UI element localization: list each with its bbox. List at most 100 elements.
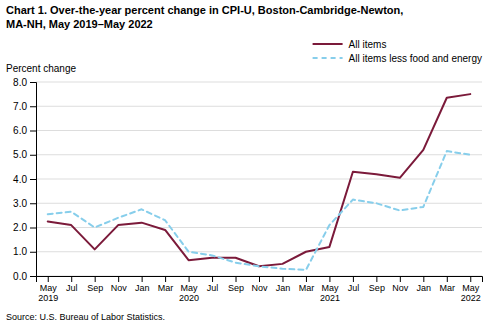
x-tick: Jan bbox=[135, 276, 150, 293]
x-tick-label: Mar bbox=[440, 283, 456, 293]
x-tick-label-line: Jul bbox=[66, 283, 78, 293]
x-tick-label: May2022 bbox=[461, 283, 481, 303]
y-tick-mark bbox=[30, 203, 36, 204]
x-tick-label: Jul bbox=[207, 283, 219, 293]
lines bbox=[48, 94, 471, 270]
x-tick-label-line: 2020 bbox=[179, 293, 199, 303]
x-tick-label: Jul bbox=[348, 283, 360, 293]
x-tick-label: Sep bbox=[228, 283, 244, 293]
y-tick-label: 7.0 bbox=[13, 101, 27, 112]
y-axis-line bbox=[30, 83, 37, 277]
x-tick-mark bbox=[142, 276, 143, 282]
x-axis: May2019JulSepNovJanMarMay2020JulSepNovJa… bbox=[37, 276, 483, 303]
x-tick-label-line: May bbox=[181, 283, 199, 293]
x-tick: Jul bbox=[207, 276, 219, 293]
y-tick-label: 2.0 bbox=[13, 222, 27, 233]
legend-swatch bbox=[313, 43, 343, 45]
legend-swatch bbox=[313, 57, 343, 59]
chart: Chart 1. Over-the-year percent change in… bbox=[0, 0, 496, 326]
x-tick-label-line: May bbox=[40, 283, 58, 293]
grid-line bbox=[36, 227, 482, 228]
x-tick: May2020 bbox=[179, 276, 199, 303]
x-tick-label-line: Jan bbox=[276, 283, 291, 293]
x-tick: Mar bbox=[158, 276, 174, 293]
x-tick-label: May2019 bbox=[38, 283, 58, 303]
grid-line bbox=[36, 179, 482, 180]
x-tick-mark bbox=[48, 276, 49, 282]
legend-label: All items less food and energy bbox=[349, 53, 482, 64]
x-tick: May2022 bbox=[461, 276, 481, 303]
x-tick: Nov bbox=[251, 276, 268, 293]
x-tick-mark bbox=[400, 276, 401, 282]
x-tick-mark bbox=[189, 276, 190, 282]
y-tick: 4.0 bbox=[13, 174, 36, 185]
x-tick-mark bbox=[353, 276, 354, 282]
x-tick: Mar bbox=[299, 276, 315, 293]
y-axis: 0.0 1.0 2.0 3.0 4.0 5.0 6.0 7.0 8.0 bbox=[13, 77, 36, 282]
x-tick-label-line: Sep bbox=[369, 283, 385, 293]
x-tick-label-line: Sep bbox=[228, 283, 244, 293]
x-tick-mark bbox=[282, 276, 283, 282]
grid bbox=[36, 82, 482, 276]
grid-line bbox=[36, 251, 482, 252]
y-tick-label: 1.0 bbox=[13, 246, 27, 257]
x-tick-label-line: 2019 bbox=[38, 293, 58, 303]
x-tick-label: May2020 bbox=[179, 283, 199, 303]
grid-line bbox=[36, 130, 482, 131]
x-tick-label-line: May bbox=[321, 283, 339, 293]
x-tick: Jan bbox=[417, 276, 432, 293]
x-tick-label-line: Sep bbox=[87, 283, 103, 293]
subtitle: MA-NH, May 2019–May 2022 bbox=[6, 18, 153, 30]
x-tick: Nov bbox=[111, 276, 128, 293]
x-tick-mark bbox=[212, 276, 213, 282]
x-tick-label-line: Jul bbox=[348, 283, 360, 293]
y-tick-label: 3.0 bbox=[13, 198, 27, 209]
x-tick: Sep bbox=[369, 276, 385, 293]
x-tick: Sep bbox=[87, 276, 103, 293]
y-tick: 5.0 bbox=[13, 149, 36, 160]
y-tick: 6.0 bbox=[13, 125, 36, 136]
y-tick: 0.0 bbox=[13, 271, 36, 282]
x-tick-label: Nov bbox=[251, 283, 268, 293]
x-tick-label: Jan bbox=[276, 283, 291, 293]
series-line bbox=[48, 151, 471, 270]
x-tick-label-line: Nov bbox=[251, 283, 268, 293]
series-line bbox=[48, 94, 471, 266]
plot: 0.01.02.03.04.05.06.07.08.0May2019JulSep… bbox=[13, 77, 482, 304]
x-tick-label-line: Jan bbox=[417, 283, 432, 293]
y-tick: 8.0 bbox=[13, 77, 36, 88]
x-axis-line bbox=[37, 277, 483, 283]
x-tick: May2021 bbox=[320, 276, 340, 303]
y-tick-mark bbox=[30, 82, 36, 83]
y-tick-label: 4.0 bbox=[13, 174, 27, 185]
x-tick: Nov bbox=[392, 276, 409, 293]
legend-item: All items bbox=[313, 39, 387, 50]
x-tick-label: Sep bbox=[87, 283, 103, 293]
x-tick-label: Nov bbox=[392, 283, 409, 293]
x-tick-mark bbox=[470, 276, 471, 282]
x-tick: Jul bbox=[66, 276, 78, 293]
x-tick-mark bbox=[118, 276, 119, 282]
x-tick-label-line: Jan bbox=[135, 283, 150, 293]
x-tick-label-line: Jul bbox=[207, 283, 219, 293]
x-tick-label-line: 2022 bbox=[461, 293, 481, 303]
x-tick-mark bbox=[71, 276, 72, 282]
x-tick-mark bbox=[236, 276, 237, 282]
x-tick-label: Jan bbox=[135, 283, 150, 293]
x-tick-label-line: Mar bbox=[158, 283, 174, 293]
grid-line bbox=[36, 154, 482, 155]
source: Source: U.S. Bureau of Labor Statistics. bbox=[6, 312, 165, 322]
x-tick: Jul bbox=[348, 276, 360, 293]
title: Chart 1. Over-the-year percent change in… bbox=[6, 4, 403, 16]
x-tick: Jan bbox=[276, 276, 291, 293]
y-tick-mark bbox=[30, 276, 36, 277]
x-tick-label: Mar bbox=[158, 283, 174, 293]
x-tick-label-line: Nov bbox=[111, 283, 128, 293]
y-tick-mark bbox=[30, 106, 36, 107]
x-tick-label-line: 2021 bbox=[320, 293, 340, 303]
y-tick-mark bbox=[30, 155, 36, 156]
legend: All items All items less food and energy bbox=[313, 39, 482, 64]
x-tick-label: Jan bbox=[417, 283, 432, 293]
y-tick-mark bbox=[30, 252, 36, 253]
x-tick-mark bbox=[423, 276, 424, 282]
